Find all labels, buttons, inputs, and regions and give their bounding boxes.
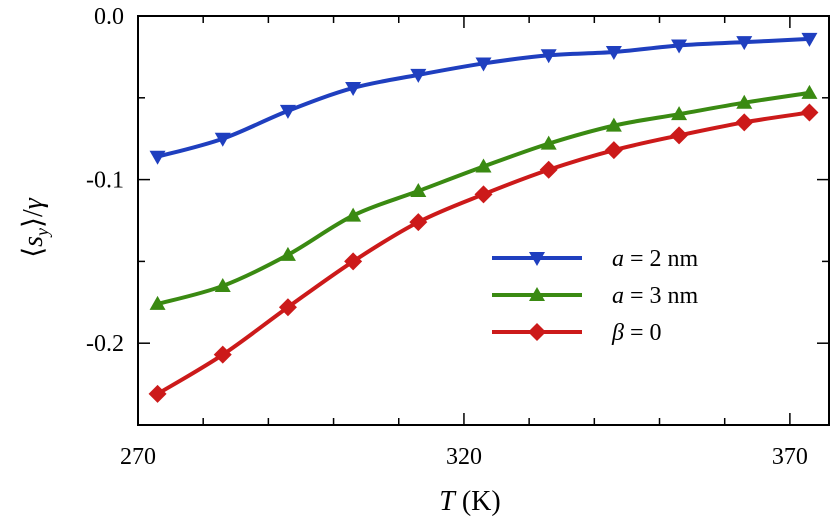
data-point bbox=[540, 49, 557, 64]
series-1 bbox=[149, 32, 818, 165]
data-point bbox=[801, 84, 818, 99]
x-axis-title: T (K) bbox=[439, 486, 500, 517]
legend-marker bbox=[528, 323, 546, 341]
series-line bbox=[156, 110, 810, 396]
data-point bbox=[409, 213, 428, 232]
series-3 bbox=[148, 103, 819, 403]
data-point bbox=[800, 103, 819, 122]
series-2 bbox=[149, 84, 818, 310]
y-axis-title: ⟨sy⟩/γ bbox=[18, 197, 52, 258]
data-point bbox=[474, 185, 493, 204]
data-point bbox=[279, 104, 296, 119]
data-point bbox=[213, 345, 232, 364]
x-tick-label: 370 bbox=[772, 444, 808, 470]
data-point bbox=[539, 160, 558, 179]
plot-frame bbox=[137, 15, 830, 426]
legend-entry: β = 0 bbox=[492, 320, 662, 346]
data-point bbox=[214, 277, 231, 292]
data-point bbox=[735, 113, 754, 132]
y-tick-label: -0.1 bbox=[86, 168, 124, 194]
legend-marker bbox=[529, 252, 545, 266]
data-point bbox=[671, 106, 688, 121]
legend-entry: a = 3 nm bbox=[492, 283, 699, 309]
legend-label: a = 2 nm bbox=[612, 246, 699, 272]
legend-entry: a = 2 nm bbox=[492, 246, 699, 272]
data-point bbox=[801, 32, 818, 47]
data-point bbox=[345, 207, 362, 222]
data-point bbox=[344, 252, 363, 271]
data-point bbox=[604, 141, 623, 160]
data-point bbox=[345, 81, 362, 96]
data-point bbox=[670, 126, 689, 145]
legend-label: β = 0 bbox=[611, 320, 662, 346]
legend: a = 2 nm a = 3 nm β = 0 bbox=[492, 246, 699, 346]
data-point bbox=[410, 183, 427, 198]
data-point bbox=[475, 57, 492, 72]
data-point bbox=[736, 94, 753, 109]
tick-labels: 270 320 370 0.0 -0.1 -0.2 bbox=[86, 4, 808, 470]
data-point bbox=[148, 384, 167, 403]
series-layer bbox=[148, 32, 819, 403]
legend-marker bbox=[529, 287, 545, 301]
data-point bbox=[410, 68, 427, 83]
data-point bbox=[736, 36, 753, 51]
x-tick-label: 320 bbox=[446, 444, 482, 470]
data-point bbox=[540, 135, 557, 150]
data-point bbox=[605, 117, 622, 132]
data-point bbox=[475, 158, 492, 173]
data-point bbox=[149, 295, 166, 310]
legend-label: a = 3 nm bbox=[612, 283, 699, 309]
data-point bbox=[149, 150, 166, 165]
y-tick-label: -0.2 bbox=[86, 331, 124, 357]
x-tick-label: 270 bbox=[120, 444, 156, 470]
y-tick-label: 0.0 bbox=[94, 4, 124, 30]
data-point bbox=[671, 39, 688, 54]
data-point bbox=[279, 246, 296, 261]
axis-ticks bbox=[137, 15, 829, 426]
series-line bbox=[157, 36, 810, 159]
data-point bbox=[605, 45, 622, 60]
data-point bbox=[278, 298, 297, 317]
data-point bbox=[214, 132, 231, 147]
